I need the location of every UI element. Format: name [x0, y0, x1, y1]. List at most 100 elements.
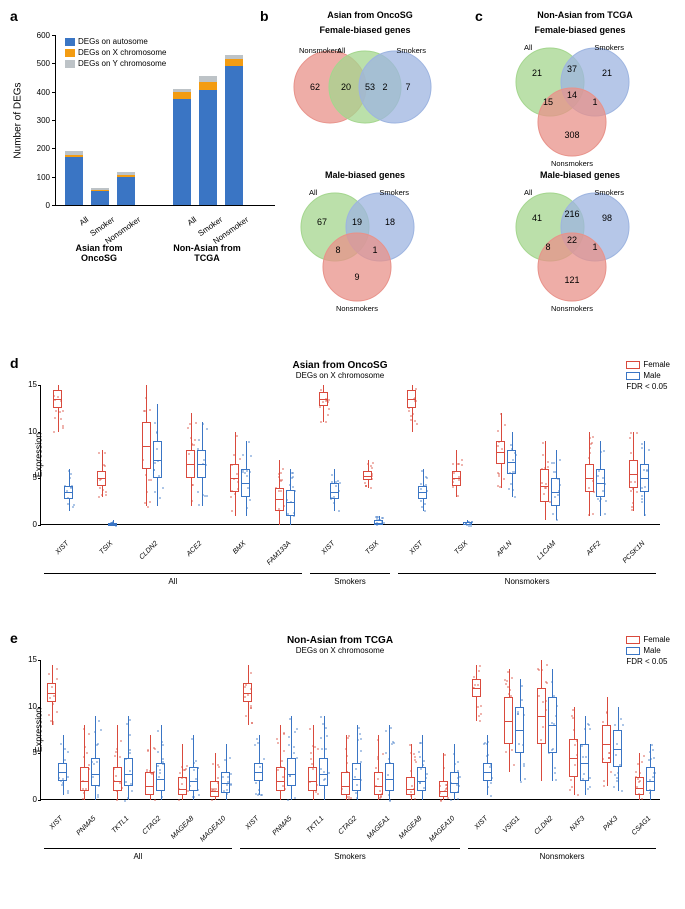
data-point — [458, 479, 460, 481]
gene-label: APLN — [480, 540, 513, 573]
data-point — [631, 506, 633, 508]
data-point — [338, 490, 340, 492]
data-point — [419, 742, 421, 744]
data-point — [55, 410, 57, 412]
data-point — [52, 723, 54, 725]
data-point — [632, 502, 634, 504]
data-point — [289, 484, 291, 486]
data-point — [547, 461, 549, 463]
median — [569, 758, 578, 759]
data-point — [557, 494, 559, 496]
data-point — [131, 790, 133, 792]
data-point — [186, 765, 188, 767]
data-point — [509, 689, 511, 691]
data-point — [162, 761, 164, 763]
data-point — [62, 778, 64, 780]
data-point — [293, 515, 295, 517]
data-point — [358, 727, 360, 729]
data-point — [292, 476, 294, 478]
data-point — [116, 790, 118, 792]
data-point — [190, 437, 192, 439]
data-point — [85, 788, 87, 790]
data-point — [508, 693, 510, 695]
svg-text:21: 21 — [532, 68, 542, 78]
data-point — [457, 495, 459, 497]
svg-text:121: 121 — [564, 275, 579, 285]
data-point — [382, 517, 384, 519]
data-point — [498, 475, 500, 477]
data-point — [425, 476, 427, 478]
data-point — [162, 487, 164, 489]
panel-b-venns: Female-biased genes62205327NonsmokersAll… — [280, 25, 450, 315]
data-point — [48, 673, 50, 675]
data-point — [129, 734, 131, 736]
data-point — [185, 768, 187, 770]
group-underline — [468, 848, 656, 849]
data-point — [415, 388, 417, 390]
data-point — [414, 798, 416, 800]
data-point — [355, 768, 357, 770]
data-point — [556, 705, 558, 707]
data-point — [631, 509, 633, 511]
data-point — [260, 794, 262, 796]
data-point — [203, 459, 205, 461]
data-point — [83, 792, 85, 794]
data-point — [226, 789, 228, 791]
data-point — [589, 452, 591, 454]
data-point — [83, 728, 85, 730]
data-point — [588, 724, 590, 726]
data-point — [508, 488, 510, 490]
data-point — [326, 735, 328, 737]
data-point — [251, 722, 253, 724]
data-point — [244, 472, 246, 474]
data-point — [413, 753, 415, 755]
data-point — [230, 773, 232, 775]
data-point — [314, 746, 316, 748]
data-point — [346, 762, 348, 764]
median — [418, 492, 427, 493]
data-point — [98, 452, 100, 454]
gene-label: VSIG1 — [488, 815, 521, 848]
gene-label: MAGEA1 — [358, 815, 391, 848]
svg-text:62: 62 — [310, 82, 320, 92]
data-point — [98, 720, 100, 722]
data-point — [458, 785, 460, 787]
data-point — [515, 454, 517, 456]
data-point — [157, 460, 159, 462]
data-point — [294, 797, 296, 799]
data-point — [606, 712, 608, 714]
gene-label: CLDN2 — [126, 540, 159, 573]
data-point — [322, 723, 324, 725]
data-point — [325, 421, 327, 423]
svg-text:21: 21 — [602, 68, 612, 78]
data-point — [283, 750, 285, 752]
data-point — [114, 524, 116, 526]
data-point — [570, 779, 572, 781]
data-point — [387, 774, 389, 776]
box — [308, 767, 317, 790]
group-underline — [310, 573, 391, 574]
median — [580, 763, 589, 764]
data-point — [453, 472, 455, 474]
svg-text:2: 2 — [382, 82, 387, 92]
svg-text:All: All — [337, 46, 346, 55]
group-name: All — [40, 852, 236, 861]
data-point — [370, 465, 372, 467]
data-point — [582, 778, 584, 780]
data-point — [236, 435, 238, 437]
data-point — [312, 768, 314, 770]
data-point — [644, 514, 646, 516]
venn-title: Male-biased genes — [495, 170, 665, 180]
gene-label: CLDN2 — [521, 815, 554, 848]
data-point — [277, 742, 279, 744]
data-point — [116, 799, 118, 801]
data-point — [364, 482, 366, 484]
data-point — [120, 740, 122, 742]
data-point — [440, 800, 442, 802]
data-point — [126, 723, 128, 725]
data-point — [320, 716, 322, 718]
data-point — [592, 480, 594, 482]
data-point — [610, 771, 612, 773]
svg-text:41: 41 — [532, 213, 542, 223]
boxplot-title: Non-Asian from TCGA — [10, 635, 670, 646]
